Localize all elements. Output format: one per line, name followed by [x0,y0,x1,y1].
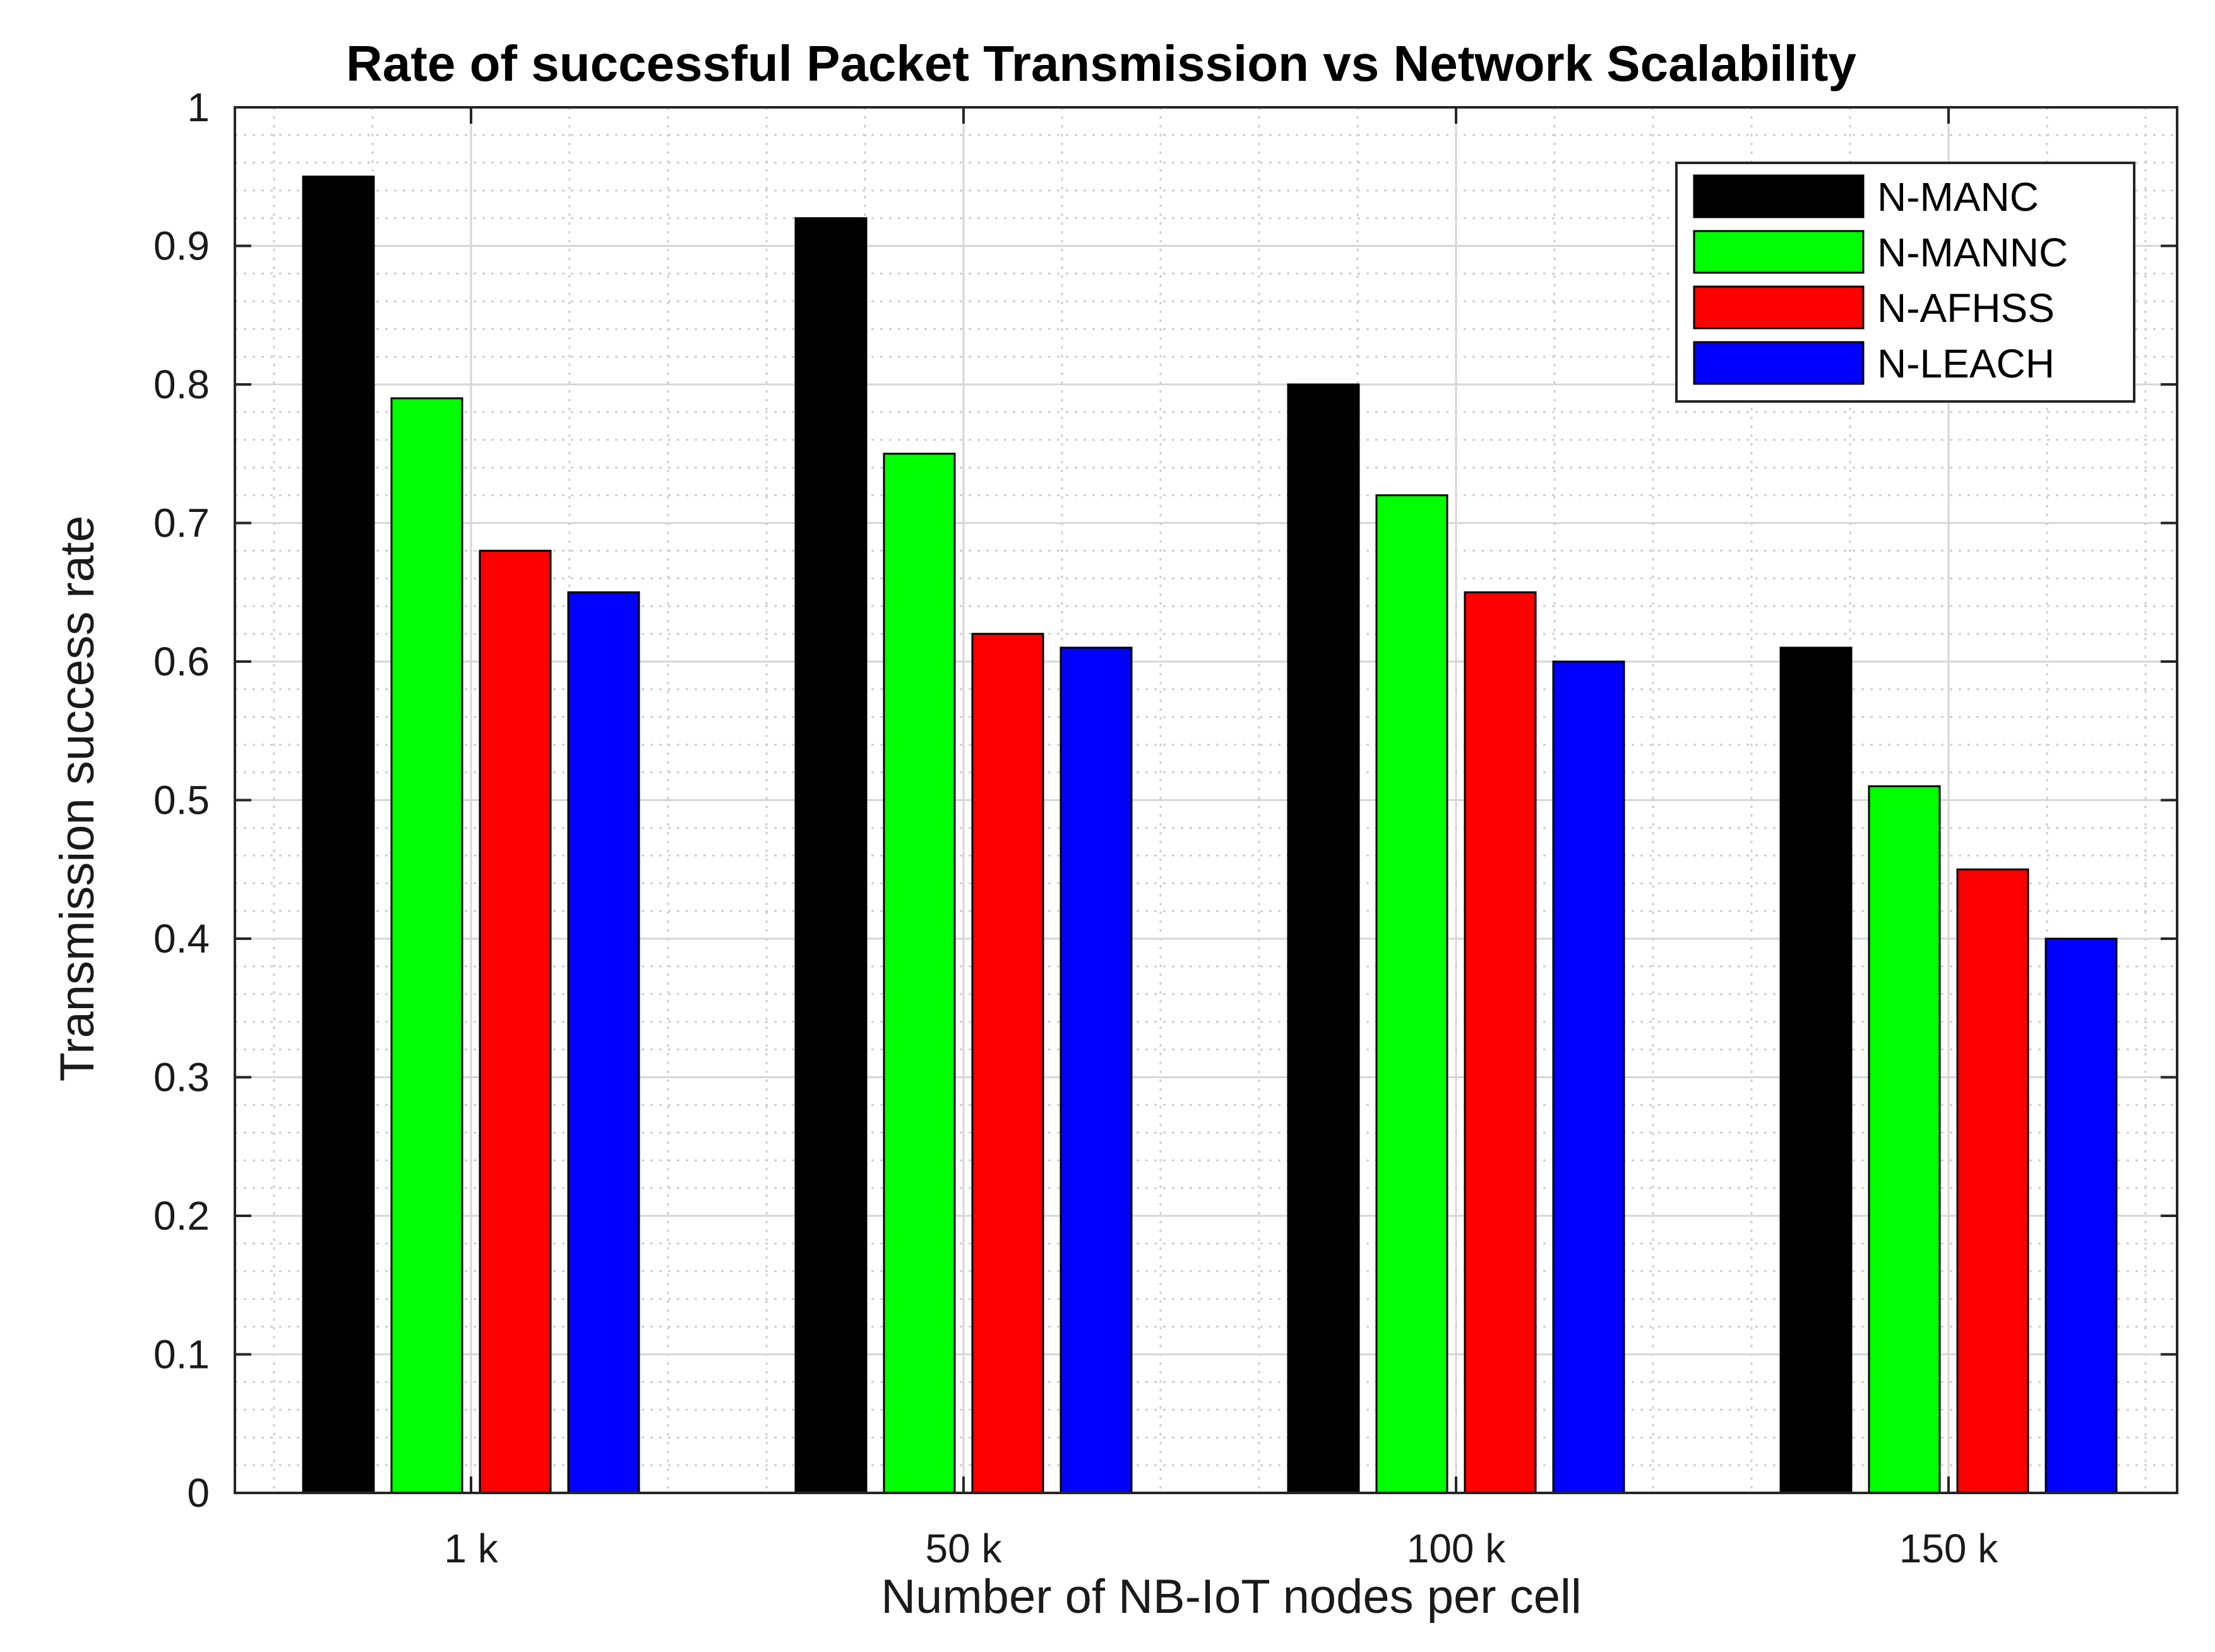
legend-swatch-n-mannc [1693,230,1865,274]
bar-n-manc-0 [302,175,375,1494]
bar-n-mannc-3 [1868,785,1941,1494]
x-tick-label: 50 k [926,1526,1003,1571]
legend-swatch-n-afhss [1693,285,1865,330]
y-tick-label: 0.4 [153,916,210,961]
x-tick-label: 1 k [444,1526,498,1571]
bars-layer [302,175,2118,1494]
bar-n-leach-3 [2045,937,2118,1494]
x-tick-label: 150 k [1899,1526,1999,1571]
y-tick-label: 0.1 [153,1332,210,1377]
y-axis-label: Transmission success rate [51,516,104,1082]
chart-title: Rate of successful Packet Transmission v… [346,35,1857,92]
bar-n-leach-0 [567,591,640,1494]
legend-label-n-afhss: N-AFHSS [1877,285,2055,331]
y-tick-label: 0.3 [153,1055,210,1100]
bar-n-leach-2 [1552,660,1625,1494]
y-tick-label: 0.2 [153,1193,210,1239]
y-tick-label: 0 [187,1470,210,1516]
y-tick-label: 1 [187,85,210,130]
bar-n-afhss-1 [971,633,1044,1494]
bar-n-mannc-2 [1375,494,1448,1494]
y-tick-label: 0.7 [153,501,210,546]
bar-n-afhss-0 [479,549,552,1494]
legend-label-n-manc: N-MANC [1877,174,2039,220]
legend-label-n-mannc: N-MANNC [1877,230,2068,275]
bar-n-manc-3 [1779,646,1853,1494]
bar-n-mannc-1 [883,453,956,1494]
bar-n-manc-2 [1287,383,1360,1494]
x-tick-label: 100 k [1407,1526,1507,1571]
bar-n-leach-1 [1060,646,1133,1494]
legend-swatch-n-manc [1693,174,1865,218]
y-tick-label: 0.9 [153,223,210,269]
ticks-layer: 0 0.1 0.2 0.3 0.4 0.5 0.6 0.7 0.8 0.9 1 1 k 50 k 100 … [153,85,2177,1571]
legend: N-MANC N-MANNC N-AFHSS N-LEACH [1675,162,2135,403]
bar-n-afhss-2 [1464,591,1537,1494]
y-tick-label: 0.6 [153,639,210,684]
x-axis-label: Number of NB-IoT nodes per cell [881,1570,1582,1624]
bar-n-afhss-3 [1956,868,2029,1494]
bar-n-manc-1 [794,217,868,1494]
bar-n-mannc-0 [390,397,463,1494]
legend-swatch-n-leach [1693,341,1865,385]
y-tick-label: 0.8 [153,362,210,407]
y-tick-label: 0.5 [153,778,210,823]
legend-label-n-leach: N-LEACH [1877,341,2055,386]
